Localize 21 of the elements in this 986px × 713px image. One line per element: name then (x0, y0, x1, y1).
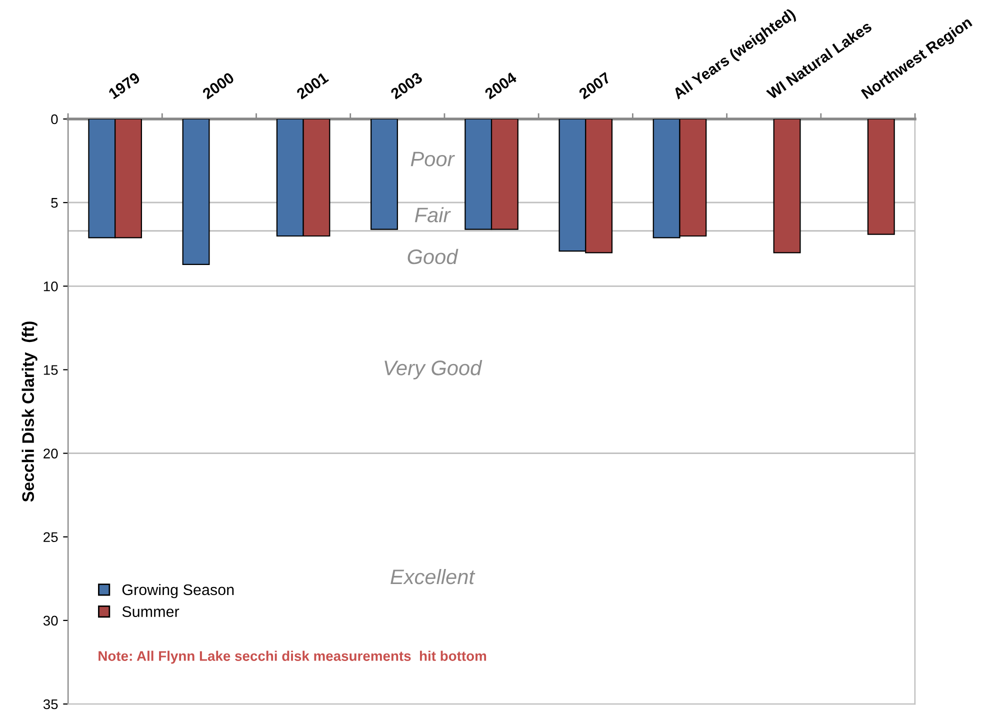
band-label: Poor (410, 152, 455, 166)
band-label: Good (408, 248, 458, 264)
y-tick-label: 0 (51, 114, 58, 124)
band-label: Very Good (384, 360, 482, 380)
legend-label: Summer (122, 606, 180, 618)
y-tick-label: 10 (44, 281, 58, 292)
band-label: Excellent (390, 568, 476, 584)
bar (370, 119, 398, 230)
annotation: Note: All Flynn Lake secchi disk measurements hit bottom (98, 650, 486, 664)
y-tick-label: 15 (44, 365, 58, 375)
band-label: Fair (414, 207, 451, 222)
bar (867, 119, 895, 235)
y-axis-title: Secchi Disk Clarity (ft) (22, 322, 38, 502)
bar (773, 119, 801, 254)
bar (182, 119, 210, 265)
legend-label: Growing Season (122, 584, 234, 598)
y-tick-label: 35 (43, 699, 58, 710)
y-tick-label: 30 (43, 616, 58, 626)
y-tick-label: 20 (44, 448, 58, 458)
y-tick-label: 5 (51, 198, 58, 208)
y-tick-label: 25 (44, 532, 58, 542)
